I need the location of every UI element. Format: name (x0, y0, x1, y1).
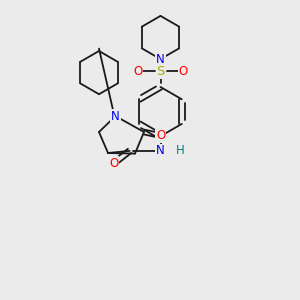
Text: N: N (156, 144, 165, 158)
Text: N: N (156, 52, 165, 66)
Text: O: O (156, 129, 165, 142)
Text: S: S (156, 65, 165, 78)
Text: H: H (176, 144, 184, 158)
Text: O: O (110, 157, 118, 170)
Text: O: O (178, 65, 188, 78)
Text: O: O (134, 65, 142, 78)
Text: N: N (111, 110, 120, 123)
